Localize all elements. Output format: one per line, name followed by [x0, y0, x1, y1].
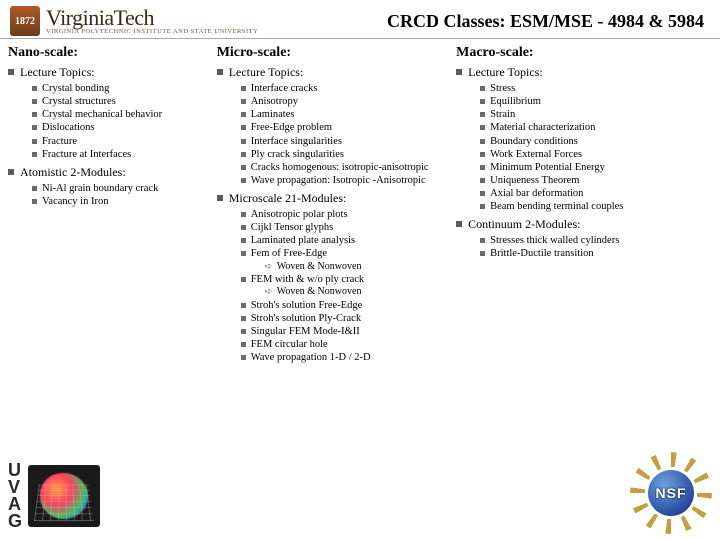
- list-item: Work External Forces: [480, 148, 712, 161]
- list-item: Stress: [480, 82, 712, 95]
- list-item: FEM with & w/o ply crack Woven & Nonwove…: [241, 273, 452, 299]
- list-item: Cracks homogenous: isotropic-anisotropic: [241, 161, 452, 174]
- list-item: Brittle-Ductile transition: [480, 247, 712, 260]
- vt-logo: 1872 VirginiaTech VIRGINIA POLYTECHNIC I…: [10, 6, 258, 36]
- nsf-logo: NSF: [636, 458, 706, 528]
- sub-item: Woven & Nonwoven: [265, 261, 452, 274]
- nano-lecture-list: Crystal bonding Crystal structures Cryst…: [32, 82, 213, 161]
- nano-lecture-heading: Lecture Topics:: [20, 65, 213, 80]
- list-item: Vacancy in Iron: [32, 195, 213, 208]
- content-body: Nano-scale: Lecture Topics: Crystal bond…: [0, 39, 720, 368]
- list-item: Boundary conditions: [480, 135, 712, 148]
- list-item: Crystal bonding: [32, 82, 213, 95]
- list-item: Stresses thick walled cylinders: [480, 234, 712, 247]
- list-item-label: FEM with & w/o ply crack: [251, 274, 364, 285]
- list-item: Ni-Al grain boundary crack: [32, 182, 213, 195]
- list-item: Axial bar deformation: [480, 187, 712, 200]
- list-item: Laminated plate analysis: [241, 234, 452, 247]
- macro-lecture-heading: Lecture Topics:: [468, 65, 712, 80]
- page-title: CRCD Classes: ESM/MSE - 4984 & 5984: [270, 11, 710, 32]
- simulation-grid-icon: [34, 484, 94, 521]
- list-item: Minimum Potential Energy: [480, 161, 712, 174]
- vt-subtitle: VIRGINIA POLYTECHNIC INSTITUTE AND STATE…: [46, 29, 258, 36]
- list-item: Singular FEM Mode-I&II: [241, 325, 452, 338]
- list-item: Laminates: [241, 108, 452, 121]
- list-item: Beam bending terminal couples: [480, 200, 712, 213]
- list-item: Wave propagation: Isotropic -Anisotropic: [241, 174, 452, 187]
- header: 1872 VirginiaTech VIRGINIA POLYTECHNIC I…: [0, 0, 720, 39]
- nano-modules-heading: Atomistic 2-Modules:: [20, 165, 213, 180]
- list-item: Fem of Free-Edge Woven & Nonwoven: [241, 247, 452, 273]
- list-item: Ply crack singularities: [241, 148, 452, 161]
- list-item: Free-Edge problem: [241, 121, 452, 134]
- macro-modules-heading: Continuum 2-Modules:: [468, 217, 712, 232]
- list-item: Stroh's solution Free-Edge: [241, 299, 452, 312]
- list-item: Strain: [480, 108, 712, 121]
- list-item: Crystal mechanical behavior: [32, 108, 213, 121]
- vt-logo-text: VirginiaTech VIRGINIA POLYTECHNIC INSTIT…: [46, 7, 258, 36]
- list-item: Stroh's solution Ply-Crack: [241, 312, 452, 325]
- list-item: Material characterization: [480, 121, 712, 134]
- sub-list: Woven & Nonwoven: [265, 286, 452, 299]
- list-item: Fracture: [32, 135, 213, 148]
- list-item: Anisotropy: [241, 95, 452, 108]
- list-item: Interface cracks: [241, 82, 452, 95]
- list-item: Interface singularities: [241, 135, 452, 148]
- col-macro: Macro-scale: Lecture Topics: Stress Equi…: [456, 45, 712, 368]
- list-item: FEM circular hole: [241, 338, 452, 351]
- macro-lecture-list: Stress Equilibrium Strain Material chara…: [480, 82, 712, 213]
- nsf-label: NSF: [636, 485, 706, 501]
- micro-modules-list: Anisotropic polar plots Cijkl Tensor gly…: [241, 208, 452, 364]
- list-item: Wave propagation 1-D / 2-D: [241, 351, 452, 364]
- uvag-letters: UVAG: [8, 462, 22, 530]
- vt-name: VirginiaTech: [46, 7, 258, 29]
- micro-modules-heading: Microscale 21-Modules:: [229, 191, 452, 206]
- list-item: Crystal structures: [32, 95, 213, 108]
- sub-list: Woven & Nonwoven: [265, 261, 452, 274]
- list-item: Dislocations: [32, 121, 213, 134]
- list-item-label: Fem of Free-Edge: [251, 248, 327, 259]
- sub-item: Woven & Nonwoven: [265, 286, 452, 299]
- micro-lecture-heading: Lecture Topics:: [229, 65, 452, 80]
- list-item: Equilibrium: [480, 95, 712, 108]
- nano-heading: Nano-scale:: [8, 45, 213, 61]
- list-item: Fracture at Interfaces: [32, 148, 213, 161]
- simulation-thumbnail: [28, 465, 100, 527]
- micro-lecture-list: Interface cracks Anisotropy Laminates Fr…: [241, 82, 452, 187]
- nano-modules-list: Ni-Al grain boundary crack Vacancy in Ir…: [32, 182, 213, 208]
- col-micro: Micro-scale: Lecture Topics: Interface c…: [217, 45, 452, 368]
- list-item: Cijkl Tensor glyphs: [241, 221, 452, 234]
- vt-shield-icon: 1872: [10, 6, 40, 36]
- list-item: Anisotropic polar plots: [241, 208, 452, 221]
- list-item: Uniqueness Theorem: [480, 174, 712, 187]
- micro-heading: Micro-scale:: [217, 45, 452, 61]
- macro-heading: Macro-scale:: [456, 45, 712, 61]
- col-nano: Nano-scale: Lecture Topics: Crystal bond…: [8, 45, 213, 368]
- uvag-block: UVAG: [8, 462, 100, 530]
- macro-modules-list: Stresses thick walled cylinders Brittle-…: [480, 234, 712, 260]
